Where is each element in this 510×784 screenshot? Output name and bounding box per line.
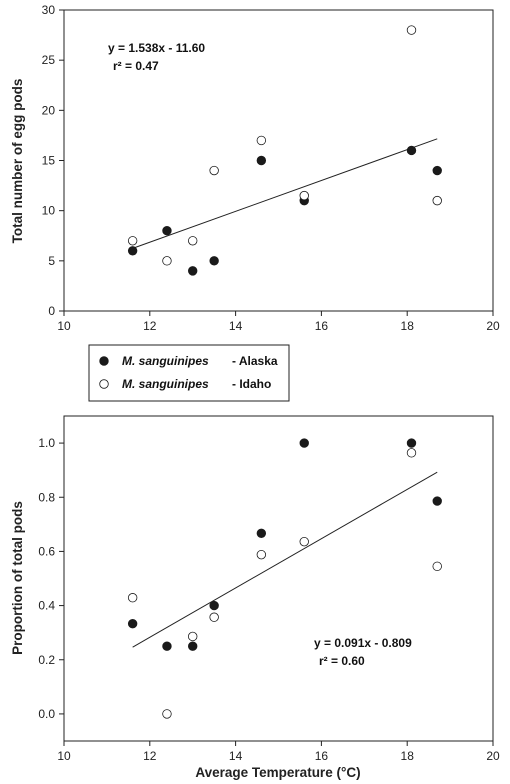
y-tick-label: 0.6 [38, 544, 55, 558]
data-point-idaho [162, 256, 172, 266]
data-point-idaho [299, 536, 309, 547]
data-point-alaska [299, 438, 309, 448]
legend-species-idaho: M. sanguinipes [122, 377, 209, 391]
equation-text: y = 0.091x - 0.809 [314, 636, 412, 650]
data-point-idaho [187, 631, 198, 642]
data-point-idaho [209, 612, 219, 622]
x-tick-label: 14 [229, 749, 243, 763]
data-point-alaska [432, 496, 442, 506]
x-tick-label: 18 [401, 749, 415, 763]
x-axis-title: Average Temperature (°C) [195, 765, 360, 780]
y-tick-label: 0 [48, 304, 55, 318]
x-tick-label: 16 [315, 749, 329, 763]
data-point-idaho [209, 165, 219, 176]
r-squared-text: r² = 0.47 [113, 59, 159, 73]
data-point-alaska [127, 246, 138, 256]
y-axis-title: Proportion of total pods [10, 501, 25, 655]
y-tick-label: 0.8 [38, 490, 55, 504]
legend-marker-idaho [99, 379, 109, 389]
y-tick-label: 25 [42, 53, 56, 67]
equation-text: y = 1.538x - 11.60 [108, 41, 205, 55]
data-point-idaho [299, 190, 309, 201]
data-point-alaska [432, 165, 442, 176]
data-point-idaho [127, 236, 138, 246]
data-point-alaska [127, 619, 138, 629]
y-tick-label: 20 [42, 103, 56, 117]
data-point-alaska [406, 438, 417, 448]
y-tick-label: 0.2 [38, 653, 55, 667]
legend-species-alaska: M. sanguinipes [122, 354, 209, 368]
x-tick-label: 12 [143, 749, 157, 763]
data-point-alaska [256, 528, 267, 538]
egg-pods-panel: 10 12 14 16 18 20 0 5 10 15 20 25 30 y = 1.538x - 11… [10, 3, 500, 333]
tick-group-top: 10 12 14 16 18 20 0 5 10 15 20 25 30 [42, 3, 500, 333]
data-point-idaho [256, 549, 267, 560]
data-point-idaho [432, 195, 442, 206]
x-tick-label: 14 [229, 319, 243, 333]
data-point-idaho [127, 593, 138, 603]
y-tick-label: 5 [48, 254, 55, 268]
legend: M. sanguinipes - Alaska M. sanguinipes -… [88, 344, 290, 402]
y-tick-label: 0.4 [38, 599, 55, 613]
data-point-alaska [187, 266, 198, 276]
trend-line [132, 138, 438, 249]
data-point-alaska [406, 145, 417, 156]
plot-frame-top [63, 9, 494, 312]
data-point-idaho [432, 561, 442, 572]
x-tick-label: 10 [57, 319, 71, 333]
y-tick-label: 1.0 [38, 436, 55, 450]
x-tick-label: 10 [57, 749, 71, 763]
data-point-idaho [406, 448, 417, 458]
y-tick-label: 30 [42, 3, 56, 17]
trend-line [132, 471, 438, 648]
x-tick-label: 16 [315, 319, 329, 333]
legend-label-alaska: M. sanguinipes - Alaska [122, 354, 278, 368]
proportion-panel: 10 12 14 16 18 20 0.0 0.2 0.4 0.6 0.8 1.0 y = 0.091… [10, 415, 500, 780]
y-tick-label: 10 [42, 204, 56, 218]
legend-box [88, 344, 290, 402]
data-point-alaska [162, 641, 172, 651]
legend-marker-alaska [99, 356, 109, 366]
legend-site-idaho: - Idaho [232, 377, 271, 391]
y-tick-label: 15 [42, 154, 56, 168]
data-point-alaska [209, 600, 219, 611]
legend-label-idaho: M. sanguinipes - Idaho [122, 377, 271, 391]
data-points-top [127, 25, 442, 276]
y-tick-label: 0.0 [38, 707, 55, 721]
data-point-idaho [162, 709, 172, 719]
y-axis-title: Total number of egg pods [10, 79, 25, 244]
data-point-idaho [406, 25, 417, 35]
x-tick-label: 20 [486, 749, 500, 763]
data-point-idaho [256, 135, 267, 146]
plot-frame-bottom [63, 415, 494, 742]
tick-group-bottom: 10 12 14 16 18 20 0.0 0.2 0.4 0.6 0.8 1.0 [38, 436, 500, 763]
data-point-alaska [256, 155, 267, 166]
data-point-alaska [209, 256, 219, 266]
r-squared-text: r² = 0.60 [319, 654, 365, 668]
legend-site-alaska: - Alaska [232, 354, 278, 368]
x-tick-label: 18 [401, 319, 415, 333]
x-tick-label: 20 [486, 319, 500, 333]
data-point-alaska [162, 226, 172, 236]
x-tick-label: 12 [143, 319, 157, 333]
data-point-alaska [187, 641, 198, 651]
data-point-idaho [187, 236, 198, 246]
data-points-bottom [127, 438, 442, 719]
